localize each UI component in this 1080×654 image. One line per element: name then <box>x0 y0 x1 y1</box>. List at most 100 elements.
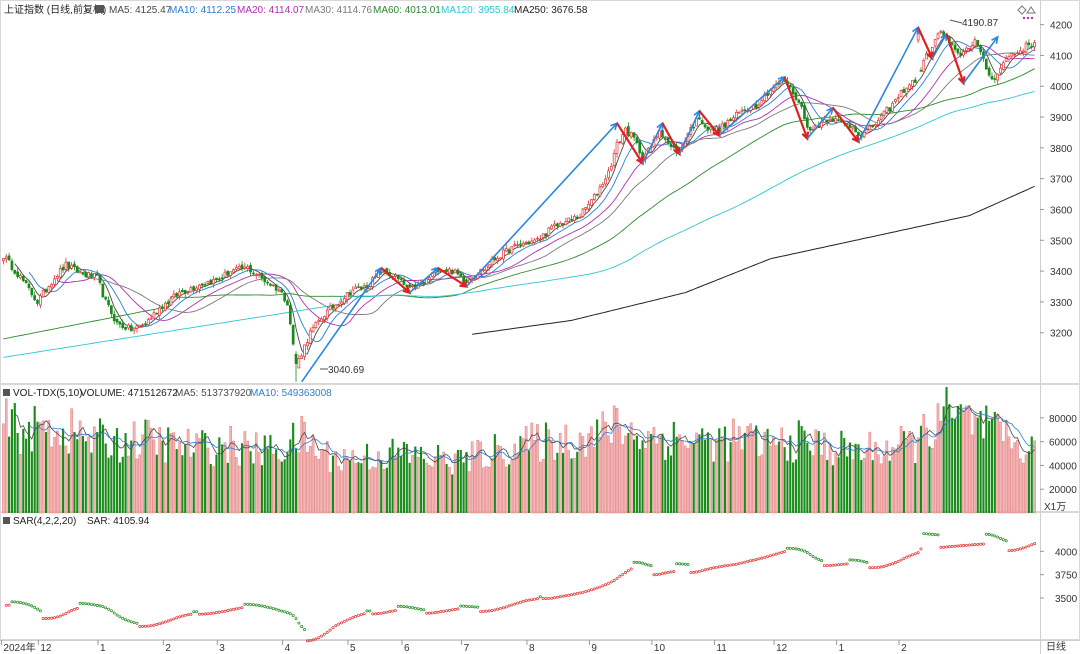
sar-dot-down <box>675 562 679 566</box>
sar-dot-down <box>118 615 122 619</box>
ma30-line <box>85 52 1035 316</box>
sar-dot-up <box>50 616 54 620</box>
candle-down <box>240 264 244 270</box>
sar-dot-up <box>240 606 244 609</box>
zigzag-arrowhead <box>402 285 412 295</box>
candle-up <box>521 242 525 247</box>
volume-bar-up <box>780 427 784 514</box>
volume-bar-down <box>436 444 440 513</box>
volume-bar-up <box>877 454 880 514</box>
candle-up <box>246 266 250 269</box>
sar-dot-down <box>101 605 105 609</box>
sar-dot-up <box>178 615 181 619</box>
candle-down <box>144 323 147 325</box>
sar-dot-down <box>129 620 133 624</box>
volume-bar-up <box>343 449 346 514</box>
x-tick-label: 9 <box>591 643 597 654</box>
volume-bar-up <box>254 432 258 514</box>
sar-dot-up <box>783 550 787 554</box>
volume-bar-down <box>729 442 732 513</box>
legend-marker-icon <box>3 517 10 524</box>
sar-dot-up <box>720 564 724 568</box>
sar-dot-down <box>641 561 645 565</box>
legend-vol-ma10: MA10: 549363008 <box>250 388 332 399</box>
candle-down <box>465 279 468 284</box>
candle-down <box>220 277 224 279</box>
candle-up <box>325 309 329 319</box>
volume-bar-up <box>851 459 855 514</box>
zigzag-down-segment <box>380 267 411 294</box>
volume-bar-up <box>689 441 693 514</box>
sar-dot-up <box>206 612 210 616</box>
sar-dot-down <box>121 616 125 620</box>
triangle-icon[interactable] <box>1026 6 1036 14</box>
sar-dot-down <box>92 603 96 607</box>
sar-dot-up <box>445 609 449 613</box>
candle-down <box>263 276 267 283</box>
volume-bar-down <box>456 449 459 513</box>
sar-dot-down <box>643 562 647 566</box>
sar-dot-up <box>970 543 974 547</box>
sar-dot-down <box>195 610 199 614</box>
volume-bar-down <box>175 449 178 513</box>
volume-bar-up <box>593 447 596 514</box>
sar-dot-up <box>53 616 57 620</box>
candle-down <box>286 300 289 306</box>
candle-down <box>274 284 278 291</box>
volume-bar-up <box>425 462 428 514</box>
sar-dot-up <box>729 563 733 567</box>
candle-up <box>618 141 622 143</box>
candle-down <box>507 249 511 254</box>
volume-bar-up <box>152 439 156 514</box>
candle-up <box>323 316 326 320</box>
sar-dot-down <box>984 532 988 536</box>
candle-up <box>584 207 588 210</box>
volume-bar-up <box>56 430 59 514</box>
zigzag-arrowhead <box>912 25 919 35</box>
price-tick-label: 3300 <box>1050 298 1073 309</box>
volume-bar-down <box>641 440 644 513</box>
sar-dot-up <box>609 580 613 584</box>
candle-up <box>922 60 926 73</box>
sar-dot-down <box>280 609 284 613</box>
sar-dot-up <box>158 622 162 626</box>
volume-bar-up <box>246 440 249 514</box>
volume-bar-up <box>229 425 232 514</box>
diamond-icon[interactable] <box>1017 5 1027 15</box>
volume-bar-down <box>803 430 806 513</box>
candle-up <box>223 271 227 278</box>
volume-bar-up <box>539 461 542 514</box>
volume-bar-down <box>400 455 403 513</box>
sar-dot-down <box>36 607 39 611</box>
sar-dot-up <box>328 628 332 632</box>
sar-dot-up <box>598 585 602 589</box>
candle-up <box>300 355 304 359</box>
dot-icon <box>1030 16 1034 20</box>
volume-bar-up <box>862 457 866 514</box>
sar-dot-up <box>891 562 894 566</box>
volume-bar-up <box>476 440 480 514</box>
dot-icon <box>1026 16 1030 20</box>
candle-up <box>536 237 539 240</box>
volume-bar-up <box>908 431 911 514</box>
candle-up <box>621 134 625 144</box>
candle-down <box>857 131 860 136</box>
volume-bar-up <box>354 463 357 514</box>
sar-dot-down <box>788 546 792 550</box>
sar-dot-down <box>107 607 110 611</box>
sar-dot-up <box>155 622 159 626</box>
sar-dot-up <box>882 564 886 568</box>
candle-up <box>709 126 713 130</box>
volume-bar-down <box>115 428 119 513</box>
volume-bar-up <box>1004 419 1008 514</box>
volume-bar-down <box>857 444 860 513</box>
legend-ma20: MA20: 4114.07 <box>237 5 305 16</box>
legend-sar: SAR: 4105.94 <box>87 516 150 527</box>
volume-bar-down <box>192 452 195 513</box>
volume-bar-up <box>340 470 343 514</box>
panel-tools[interactable] <box>1017 5 1036 20</box>
sar-panel-title: SAR(4,2,2,20) <box>13 516 76 527</box>
volume-bar-down <box>360 463 363 513</box>
volume-bar-down <box>888 460 891 513</box>
